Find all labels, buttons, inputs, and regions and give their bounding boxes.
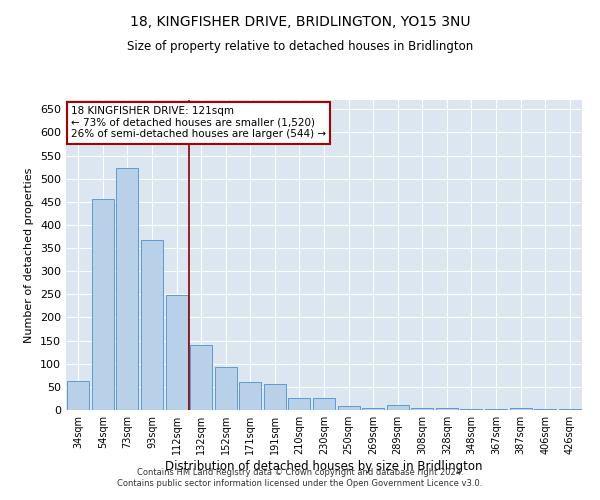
X-axis label: Distribution of detached houses by size in Bridlington: Distribution of detached houses by size … [165,460,483,473]
Text: 18 KINGFISHER DRIVE: 121sqm
← 73% of detached houses are smaller (1,520)
26% of : 18 KINGFISHER DRIVE: 121sqm ← 73% of det… [71,106,326,140]
Bar [411,408,433,410]
Bar [166,296,188,410]
Bar [190,345,212,410]
Bar [362,408,384,410]
Y-axis label: Number of detached properties: Number of detached properties [25,168,34,342]
Bar [338,406,359,410]
Bar [534,409,556,410]
Bar [141,240,163,410]
Bar [264,384,286,410]
Bar [289,398,310,410]
Bar [386,406,409,410]
Text: Size of property relative to detached houses in Bridlington: Size of property relative to detached ho… [127,40,473,53]
Bar [215,368,237,410]
Bar [485,409,507,410]
Bar [436,408,458,410]
Bar [116,168,139,410]
Bar [460,408,482,410]
Bar [92,199,114,410]
Bar [313,398,335,410]
Bar [509,408,532,410]
Bar [559,408,581,410]
Text: 18, KINGFISHER DRIVE, BRIDLINGTON, YO15 3NU: 18, KINGFISHER DRIVE, BRIDLINGTON, YO15 … [130,15,470,29]
Bar [67,382,89,410]
Text: Contains HM Land Registry data © Crown copyright and database right 2024.
Contai: Contains HM Land Registry data © Crown c… [118,468,482,487]
Bar [239,382,262,410]
